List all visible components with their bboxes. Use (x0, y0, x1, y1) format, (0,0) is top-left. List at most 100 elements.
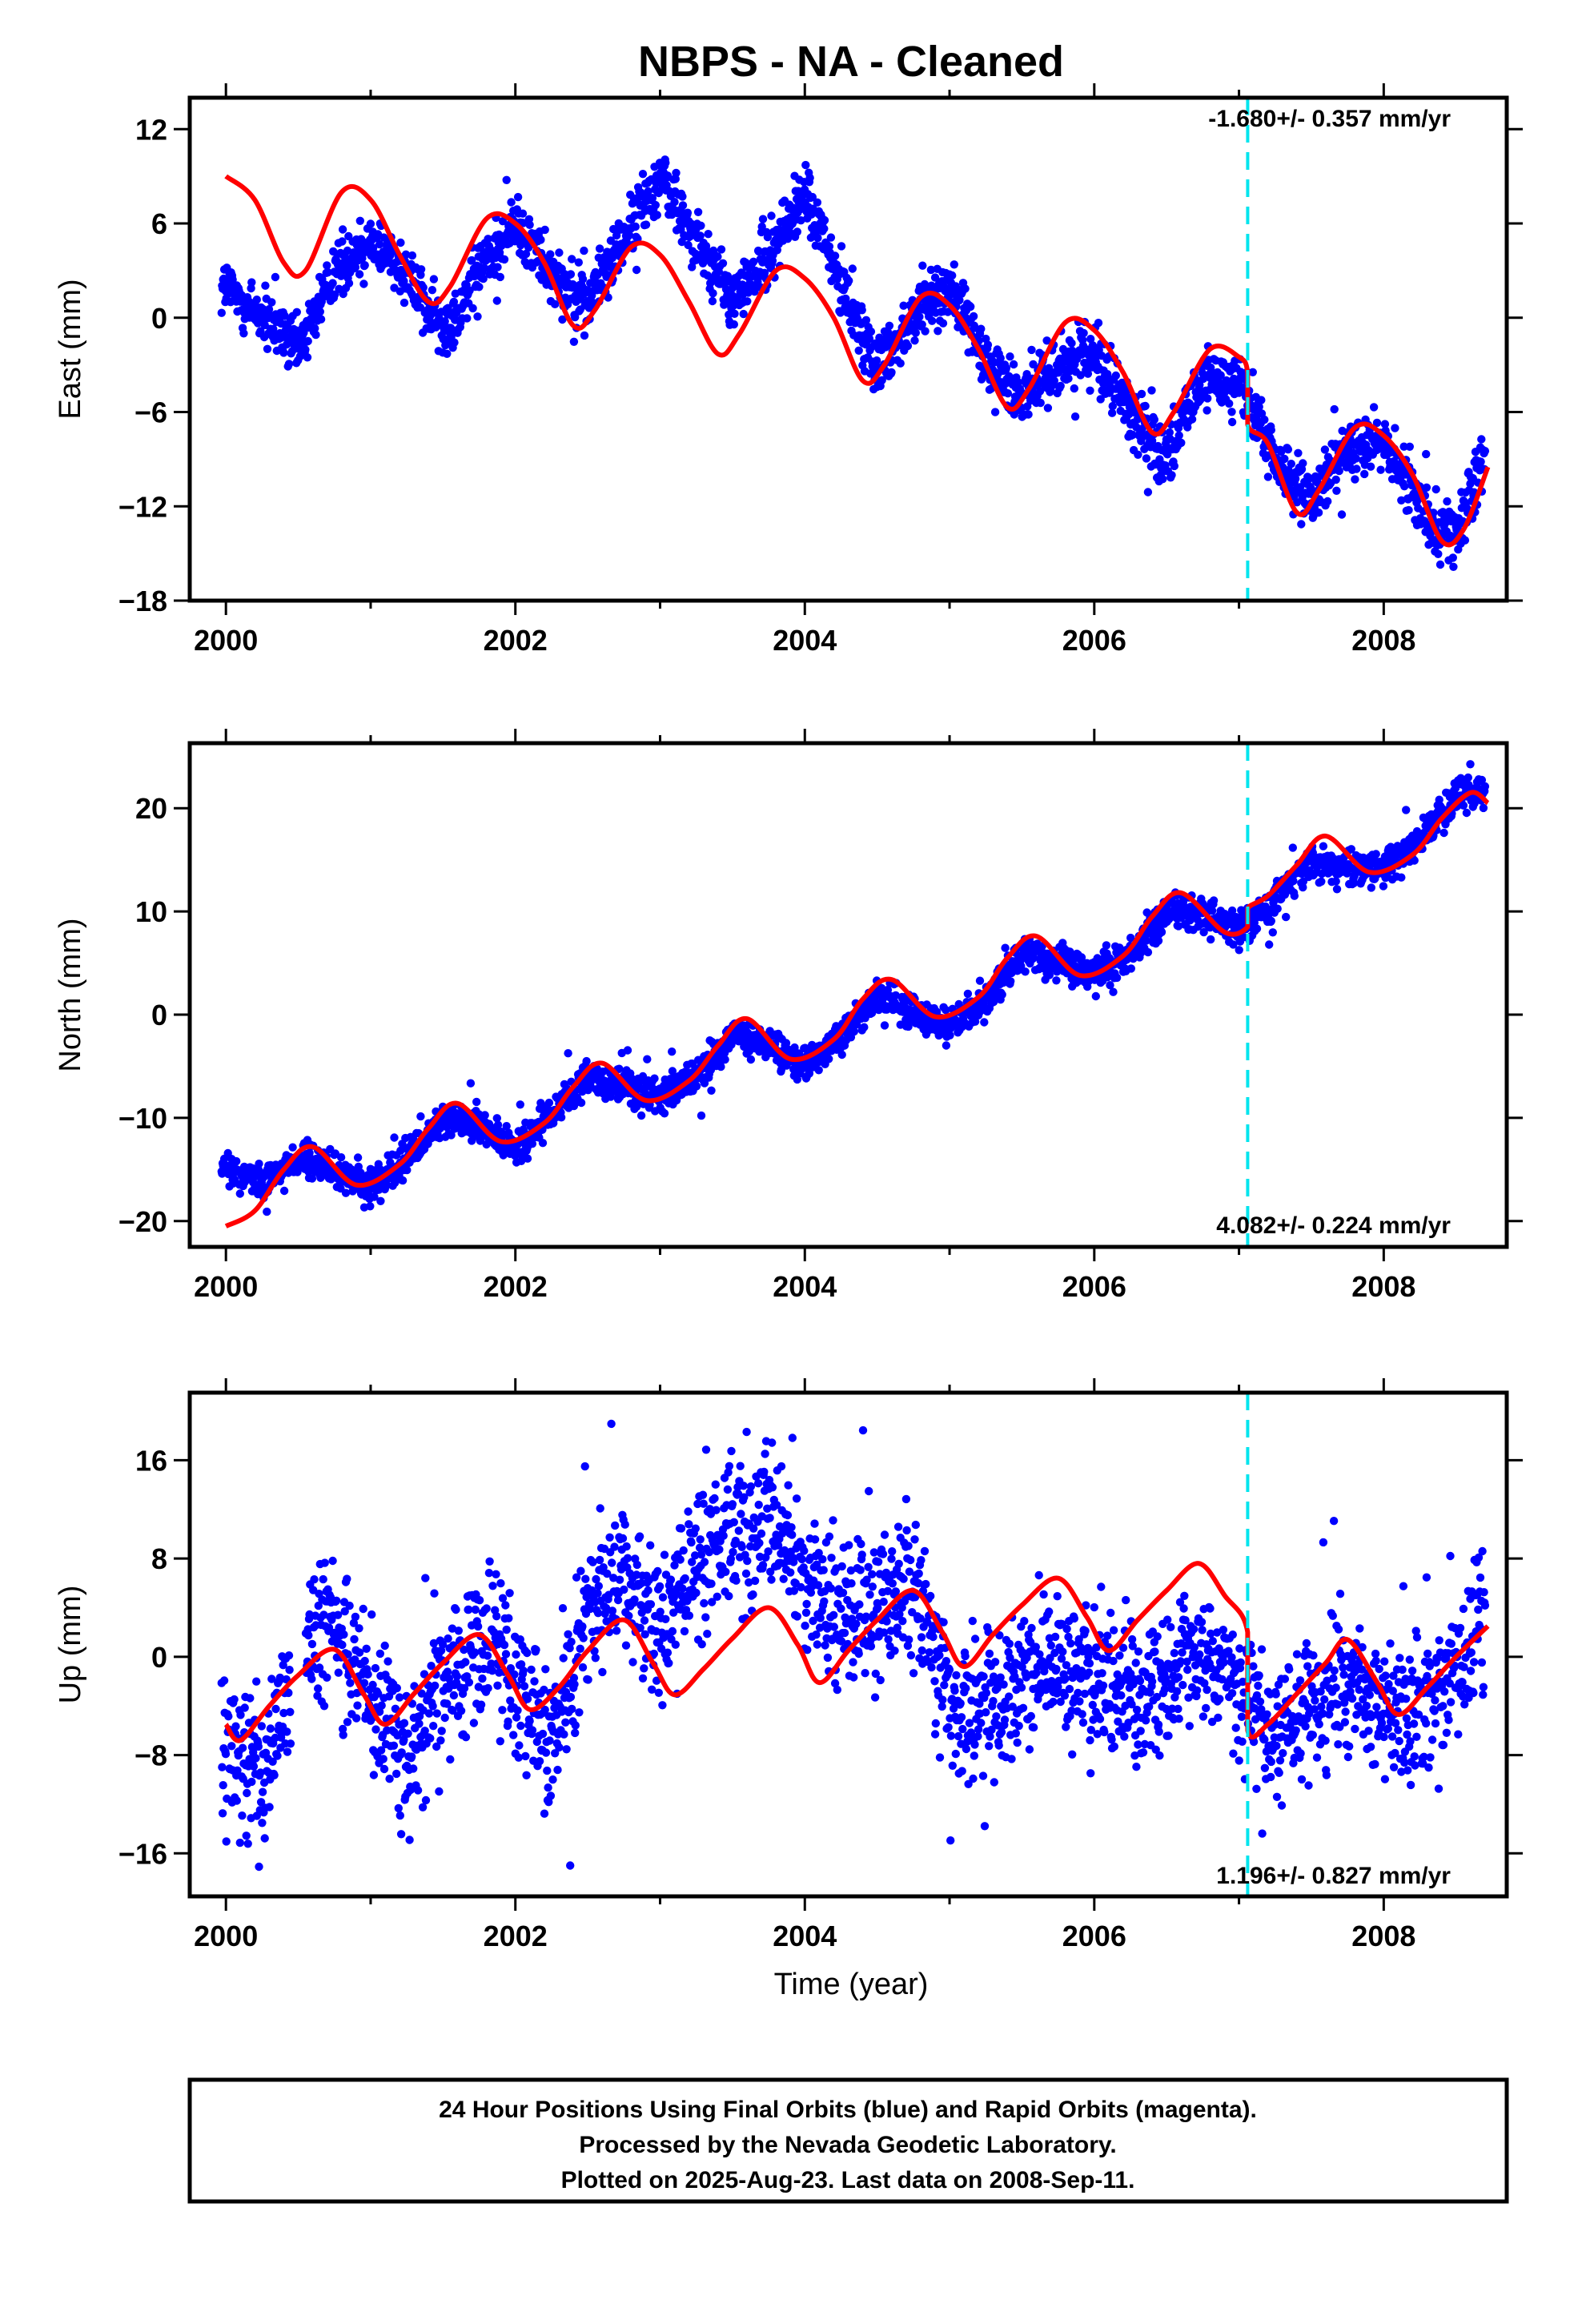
east-data-point (950, 260, 959, 269)
east-data-point (899, 301, 908, 310)
east-x-tick-label: 2002 (484, 624, 548, 657)
north-data-point (279, 1186, 289, 1196)
east-data-point (355, 216, 364, 225)
east-data-point (877, 376, 886, 384)
east-data-point (704, 230, 713, 239)
east-data-point (672, 168, 681, 178)
east-data-point (861, 316, 871, 324)
up-data-point (235, 1838, 244, 1848)
east-data-point (463, 314, 472, 323)
east-data-point (1067, 339, 1076, 348)
east-data-point (911, 328, 921, 337)
east-data-point (360, 261, 369, 270)
north-data-point (623, 1046, 632, 1055)
north-model-fit-line (224, 790, 1490, 1228)
up-data-point (219, 1781, 227, 1790)
north-y-tick-label: 0 (151, 999, 167, 1031)
north-data-point (1157, 927, 1166, 937)
up-data-point (218, 1809, 227, 1818)
east-data-point (536, 235, 545, 244)
east-data-point (1043, 404, 1053, 412)
east-y-tick-label: −6 (135, 396, 167, 429)
east-data-point (757, 222, 766, 231)
east-data-point (970, 324, 979, 332)
east-data-point (801, 160, 810, 170)
east-data-point (820, 224, 829, 233)
up-data-point (260, 1834, 269, 1843)
east-data-point (359, 279, 368, 288)
east-data-point (1009, 360, 1018, 369)
north-data-point (1347, 845, 1356, 854)
east-data-point (450, 338, 459, 347)
east-data-point (718, 259, 728, 267)
east-data-point (502, 175, 511, 184)
east-data-point (1128, 430, 1138, 440)
east-data-point (475, 283, 484, 292)
east-data-point (1006, 352, 1014, 361)
north-data-point (697, 1111, 706, 1120)
east-data-point (1263, 472, 1273, 481)
east-data-point (301, 345, 310, 354)
east-data-point (1150, 415, 1159, 424)
east-data-point (1027, 345, 1036, 355)
east-data-point (468, 304, 477, 313)
east-data-point (429, 275, 439, 283)
north-data-point (1265, 940, 1274, 949)
east-x-tick-label: 2006 (1062, 624, 1126, 657)
north-data-point (1331, 877, 1340, 886)
east-data-point (1014, 378, 1023, 387)
east-data-point (830, 251, 840, 260)
east-data-point (969, 312, 978, 321)
north-data-point (1006, 977, 1015, 986)
east-data-point (1035, 387, 1045, 396)
east-data-point (1477, 435, 1486, 444)
north-rate-label: 4.082+/- 0.224 mm/yr (1216, 1212, 1451, 1239)
north-data-point (1126, 964, 1136, 973)
north-data-point (727, 1040, 736, 1049)
north-data-point (1142, 936, 1151, 945)
east-x-tick-label: 2004 (773, 624, 837, 657)
north-data-point (849, 1027, 859, 1036)
east-data-point (1405, 442, 1415, 451)
east-data-point (1299, 459, 1307, 468)
east-data-point (1036, 398, 1045, 408)
east-data-point (651, 200, 660, 210)
east-data-point (961, 284, 970, 293)
east-y-tick-label: 6 (151, 207, 167, 240)
east-data-point (1294, 448, 1303, 457)
east-data-point (401, 250, 411, 259)
east-data-point (677, 237, 686, 247)
east-data-point (836, 308, 845, 317)
north-data-point (1402, 806, 1411, 814)
east-data-point (1108, 401, 1118, 411)
east-data-point (546, 250, 555, 259)
north-data-point (1371, 850, 1380, 858)
east-data-point (1366, 462, 1375, 471)
east-data-point (1260, 415, 1269, 424)
east-data-point (1142, 454, 1151, 463)
east-data-point (525, 220, 534, 229)
east-data-point (569, 337, 579, 346)
north-data-point (1332, 885, 1342, 894)
east-data-point (1083, 369, 1093, 378)
east-data-point (930, 273, 940, 282)
north-data-point (814, 1066, 823, 1075)
east-data-point (498, 217, 508, 226)
north-data-point (860, 1023, 869, 1031)
east-data-point (797, 216, 805, 225)
east-data-point (578, 275, 588, 283)
east-data-point (966, 302, 975, 312)
east-data-point (479, 274, 488, 283)
north-data-point (650, 1074, 659, 1083)
up-data-point (243, 1839, 252, 1848)
east-data-point (1435, 560, 1445, 569)
north-data-point (942, 1006, 950, 1015)
east-data-point (1431, 485, 1440, 494)
east-data-point (1147, 436, 1157, 445)
east-data-point (507, 198, 516, 207)
east-data-point (1248, 368, 1258, 376)
east-data-point (271, 272, 280, 282)
north-data-point (1112, 973, 1122, 983)
north-data-point (1299, 883, 1307, 892)
